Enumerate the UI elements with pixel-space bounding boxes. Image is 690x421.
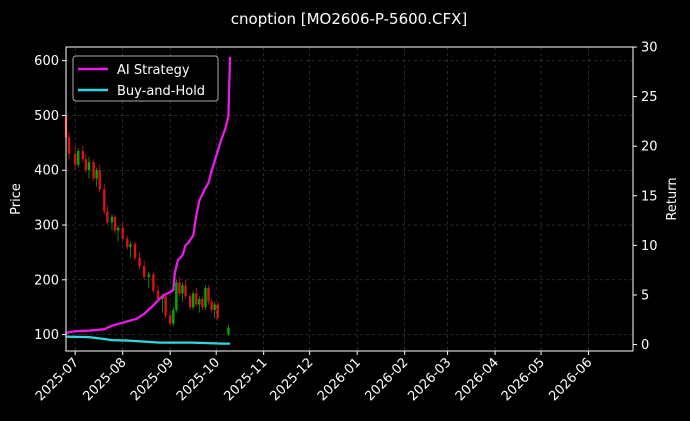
candle-body: [113, 216, 117, 231]
y-right-tick-label: 0: [641, 338, 649, 353]
y-right-tick-label: 25: [641, 90, 658, 105]
candle-body: [138, 257, 141, 267]
legend-box: [72, 55, 219, 102]
y-axis-left: 100 200 300 400 500 600: [34, 54, 66, 343]
candle-body: [129, 244, 132, 247]
y-right-tick-label: 10: [641, 239, 658, 254]
candle-body: [195, 293, 198, 305]
y-right-tick-label: 20: [641, 140, 658, 155]
candle-body: [133, 244, 137, 258]
y-left-tick-label: 300: [34, 219, 59, 234]
y-left-tick-label: 600: [34, 54, 59, 69]
candle-body: [77, 151, 80, 165]
legend-ai-strategy-label: AI Strategy: [117, 63, 190, 78]
candle-body: [73, 153, 77, 165]
y-right-tick-label: 5: [641, 288, 649, 303]
legend: AI Strategy Buy-and-Hold: [72, 55, 219, 102]
candle-body: [84, 159, 88, 171]
candle-body: [216, 304, 219, 319]
candle-body: [169, 315, 172, 324]
candle-body: [110, 216, 114, 223]
candle-body: [92, 162, 95, 179]
candle-body: [126, 238, 129, 247]
candle-body: [175, 282, 178, 310]
candle-body: [87, 162, 91, 171]
candle-body: [164, 296, 167, 316]
legend-buy-and-hold-label: Buy-and-Hold: [117, 84, 205, 99]
y-left-tick-label: 200: [34, 273, 59, 288]
candle-body: [98, 170, 101, 190]
y-right-tick-label: 30: [641, 41, 658, 56]
candle-body: [147, 274, 150, 278]
y-right-tick-label: 15: [641, 189, 658, 204]
y-left-tick-label: 400: [34, 164, 59, 179]
chart-title: cnoption [MO2606-P-5600.CFX]: [231, 10, 467, 28]
candle-body: [178, 282, 181, 294]
candle-body: [156, 290, 160, 299]
candle-body: [227, 327, 230, 335]
y-left-tick-label: 500: [34, 109, 59, 124]
buy-and-hold-line: [65, 335, 230, 345]
ai-strategy-line: [65, 56, 232, 334]
candle-body: [181, 285, 184, 294]
candle-body: [191, 293, 195, 308]
y-left-tick-label: 100: [34, 328, 59, 343]
candle-body: [121, 227, 124, 239]
candle-body: [67, 137, 71, 154]
candle-body: [172, 309, 175, 324]
series-lines: [65, 56, 232, 345]
candle-body: [198, 298, 201, 305]
candle-body: [213, 304, 216, 310]
candle-body: [106, 211, 109, 223]
candle-body: [142, 266, 146, 278]
plot-frame: [65, 46, 634, 352]
candle-body: [116, 227, 120, 231]
price-candles: [64, 93, 230, 336]
candle-body: [204, 288, 207, 308]
candle-body: [184, 285, 187, 297]
candle-body: [188, 296, 192, 308]
candle-body: [201, 298, 204, 308]
candle-body: [103, 189, 106, 212]
y-axis-right-label: Return: [665, 177, 680, 220]
candle-body: [81, 151, 85, 160]
candle-body: [152, 274, 155, 291]
y-axis-right: 0 5 10 15 20 25 30: [633, 41, 658, 353]
candle-body: [210, 301, 213, 310]
y-axis-left-label: Price: [9, 183, 24, 215]
candle-body: [207, 288, 210, 302]
candle-body: [95, 170, 98, 179]
